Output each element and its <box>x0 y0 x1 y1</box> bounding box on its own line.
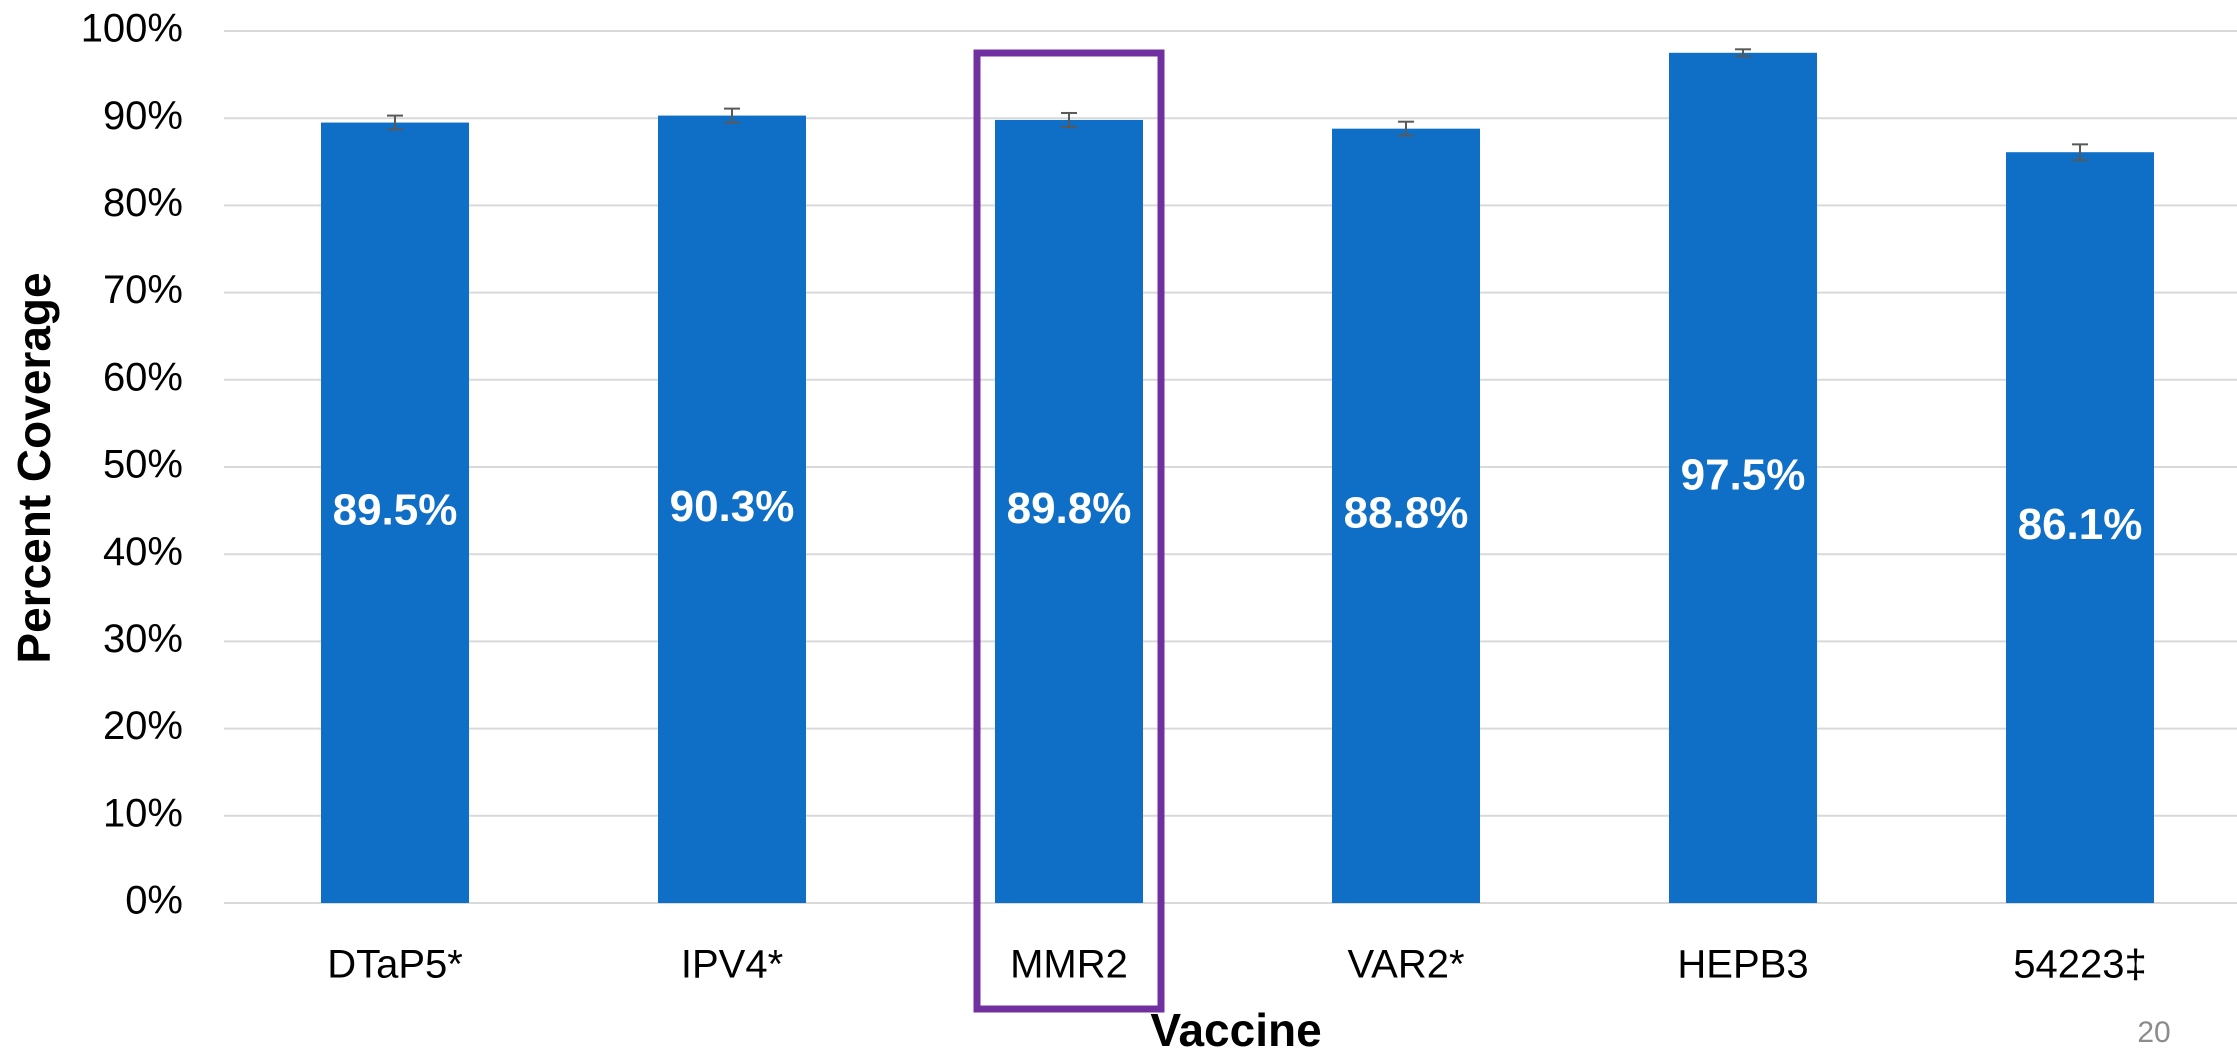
y-axis-title: Percent Coverage <box>8 272 60 663</box>
value-label: 89.5% <box>333 485 458 534</box>
x-tick-label: MMR2 <box>1010 943 1128 987</box>
y-tick-label: 20% <box>103 704 183 748</box>
x-tick-label: IPV4* <box>681 943 783 987</box>
y-tick-label: 50% <box>103 443 183 487</box>
value-label: 86.1% <box>2018 500 2143 549</box>
highlight-box <box>973 49 1165 1013</box>
value-label: 89.8% <box>1007 484 1132 533</box>
value-label: 97.5% <box>1681 451 1806 500</box>
value-label: 88.8% <box>1344 488 1469 537</box>
x-tick-label: 54223‡ <box>2013 943 2146 987</box>
bar <box>995 119 1143 904</box>
x-tick-label: HEPB3 <box>1677 943 1808 987</box>
x-axis-title: Vaccine <box>1150 1004 1321 1055</box>
bar <box>2006 152 2154 903</box>
y-tick-label: 40% <box>103 530 183 574</box>
y-tick-label: 60% <box>103 355 183 399</box>
x-tick-label: VAR2* <box>1347 943 1464 987</box>
y-tick-label: 30% <box>103 617 183 661</box>
y-tick-label: 90% <box>103 94 183 138</box>
bar <box>321 122 469 903</box>
y-tick-label: 80% <box>103 181 183 225</box>
bar <box>1669 52 1817 904</box>
bar <box>1332 128 1480 903</box>
bar <box>658 115 806 904</box>
y-tick-label: 70% <box>103 268 183 312</box>
page-number: 20 <box>2137 1016 2170 1049</box>
y-tick-label: 100% <box>81 7 183 51</box>
y-tick-label: 0% <box>125 879 183 923</box>
y-tick-label: 10% <box>103 791 183 835</box>
value-label: 90.3% <box>670 482 795 531</box>
x-tick-label: DTaP5* <box>327 943 463 987</box>
